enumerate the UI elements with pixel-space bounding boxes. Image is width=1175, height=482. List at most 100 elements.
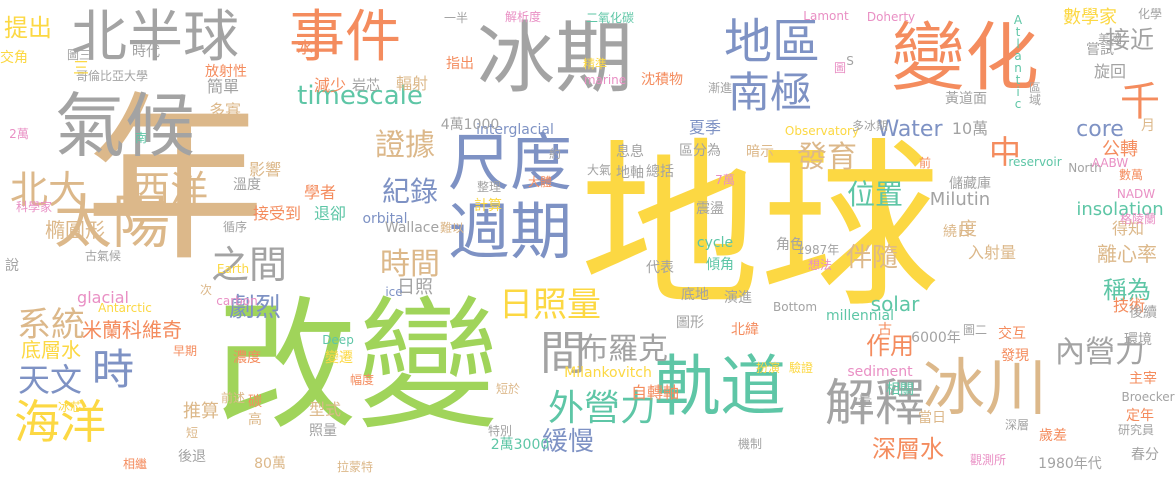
word-s: S <box>846 54 854 68</box>
word-insolation: insolation <box>1076 199 1164 220</box>
word-56: 推算 <box>183 401 219 422</box>
word-3: 冰期 <box>476 14 634 104</box>
word-121: 難以 <box>439 221 465 235</box>
word-21: 之間 <box>210 243 288 287</box>
word-33: 伴隨 <box>845 243 899 273</box>
word-92: 沈積物 <box>641 72 683 88</box>
word-142: 數萬 <box>1118 168 1144 182</box>
word-194: 圖 <box>833 61 847 75</box>
word-154: 特別 <box>487 424 513 438</box>
word-186: 區域 <box>1028 81 1042 107</box>
word-117: 精準 <box>582 57 608 71</box>
word-83: 月 <box>1141 118 1155 134</box>
word-81: 美國 <box>1097 32 1123 46</box>
word-22: 系統 <box>17 305 85 345</box>
word-82: 嘗試 <box>1086 42 1114 58</box>
word-carbon: carbon <box>216 294 258 308</box>
word-40: 深層水 <box>872 435 944 463</box>
word-146: 循序 <box>222 220 248 234</box>
word-milankovitch: Milankovitch <box>564 365 652 381</box>
word-87: 簡單 <box>206 77 240 96</box>
word-36: 證據 <box>375 128 435 163</box>
word-8: 太陽 <box>53 188 171 256</box>
word-192: 冰芯 <box>57 400 83 414</box>
word-109: 圖形 <box>676 315 704 331</box>
word-136: 主宰 <box>1129 371 1157 387</box>
word-80: 80萬 <box>254 456 286 472</box>
word-104: 傾角 <box>706 257 734 273</box>
word-44: 中 <box>988 133 1022 171</box>
word-160: 圖三 <box>66 48 92 62</box>
word-123: 交角 <box>0 50 28 66</box>
word-103: 繞日 <box>943 224 971 240</box>
word-140: 春分 <box>1131 447 1159 463</box>
word-161: 圖二 <box>962 323 988 337</box>
word-129: 短 <box>185 426 199 440</box>
word-milutin: Milutin <box>929 189 991 210</box>
word-26: 布羅克 <box>578 332 668 367</box>
word-millennial: millennial <box>825 308 895 324</box>
word-59: 得知 <box>1111 219 1145 238</box>
word-85: 入射量 <box>967 243 1017 262</box>
word-ice: ice <box>385 285 403 299</box>
word-190: 時代 <box>132 44 160 60</box>
word-122: 約 <box>548 147 562 161</box>
word-55: 接受到 <box>252 204 302 223</box>
word-6: 北半球 <box>71 5 239 70</box>
word-130: 相關 <box>886 382 914 398</box>
word-6000: 6000年 <box>911 330 961 346</box>
word-185: 化學 <box>1137 7 1163 21</box>
word-108: 演進 <box>724 290 752 306</box>
word-137: 定年 <box>1126 408 1154 424</box>
word-127: 碳 <box>248 394 262 410</box>
word-2: 改變 <box>215 284 499 449</box>
word-107: 底地 <box>681 287 709 303</box>
word-62: 自轉軸 <box>630 383 680 402</box>
word-1987: 1987年 <box>796 243 840 257</box>
word-135: 後續 <box>1129 305 1157 321</box>
word-4: 變化 <box>891 15 1039 101</box>
word-47: 提出 <box>4 14 52 42</box>
word-100: 震盪 <box>696 201 724 217</box>
word-0: 地球 <box>579 123 941 332</box>
word-14: 南極 <box>727 68 813 117</box>
word-10: 10萬 <box>951 119 989 138</box>
word-93: 指出 <box>446 56 474 72</box>
word-78: 照量 <box>309 423 337 439</box>
word-aabw: AABW <box>1091 156 1129 170</box>
word-88: 多寡 <box>208 101 242 120</box>
word-124: 說 <box>5 258 19 274</box>
word-sediment: sediment <box>847 364 913 380</box>
word-38: 劇烈 <box>228 293 282 323</box>
word-cycle: cycle <box>696 235 734 251</box>
word-141: 觀測所 <box>969 453 1007 467</box>
word-134: 環境 <box>1124 332 1152 348</box>
word-111: 學者 <box>303 183 337 202</box>
word-41: 稱為 <box>1103 276 1151 304</box>
word-157: 相繼 <box>122 457 148 471</box>
word-144: 科學家 <box>15 200 53 214</box>
word-1980: 1980年代 <box>1038 456 1102 472</box>
word-61: 公轉 <box>1102 139 1138 160</box>
word-189: 多冰期 <box>851 119 889 133</box>
word-32: 位置 <box>846 178 904 211</box>
word-120: 計算 <box>474 198 502 214</box>
word-132: 發現 <box>1001 348 1029 364</box>
word-113: 一半 <box>443 11 469 25</box>
word-138: 歲差 <box>1039 428 1067 444</box>
word-97: 息息 <box>616 144 644 160</box>
word-147: 早期 <box>172 344 198 358</box>
word-187: 前 <box>918 156 932 170</box>
word-46: 米蘭科維奇 <box>82 318 182 342</box>
word-18: 解釋 <box>825 374 925 432</box>
word-164: 驗證 <box>788 361 814 375</box>
word-observatory: Observatory <box>784 124 860 138</box>
word-110: 北緯 <box>731 322 759 338</box>
word-163: 扮演 <box>755 361 781 375</box>
word-86: 夏季 <box>688 118 722 137</box>
word-wallace: Wallace <box>384 220 440 236</box>
word-96: 區分為 <box>679 143 721 159</box>
word-19: 北大 <box>9 168 87 212</box>
word-158: 量 <box>858 394 872 410</box>
